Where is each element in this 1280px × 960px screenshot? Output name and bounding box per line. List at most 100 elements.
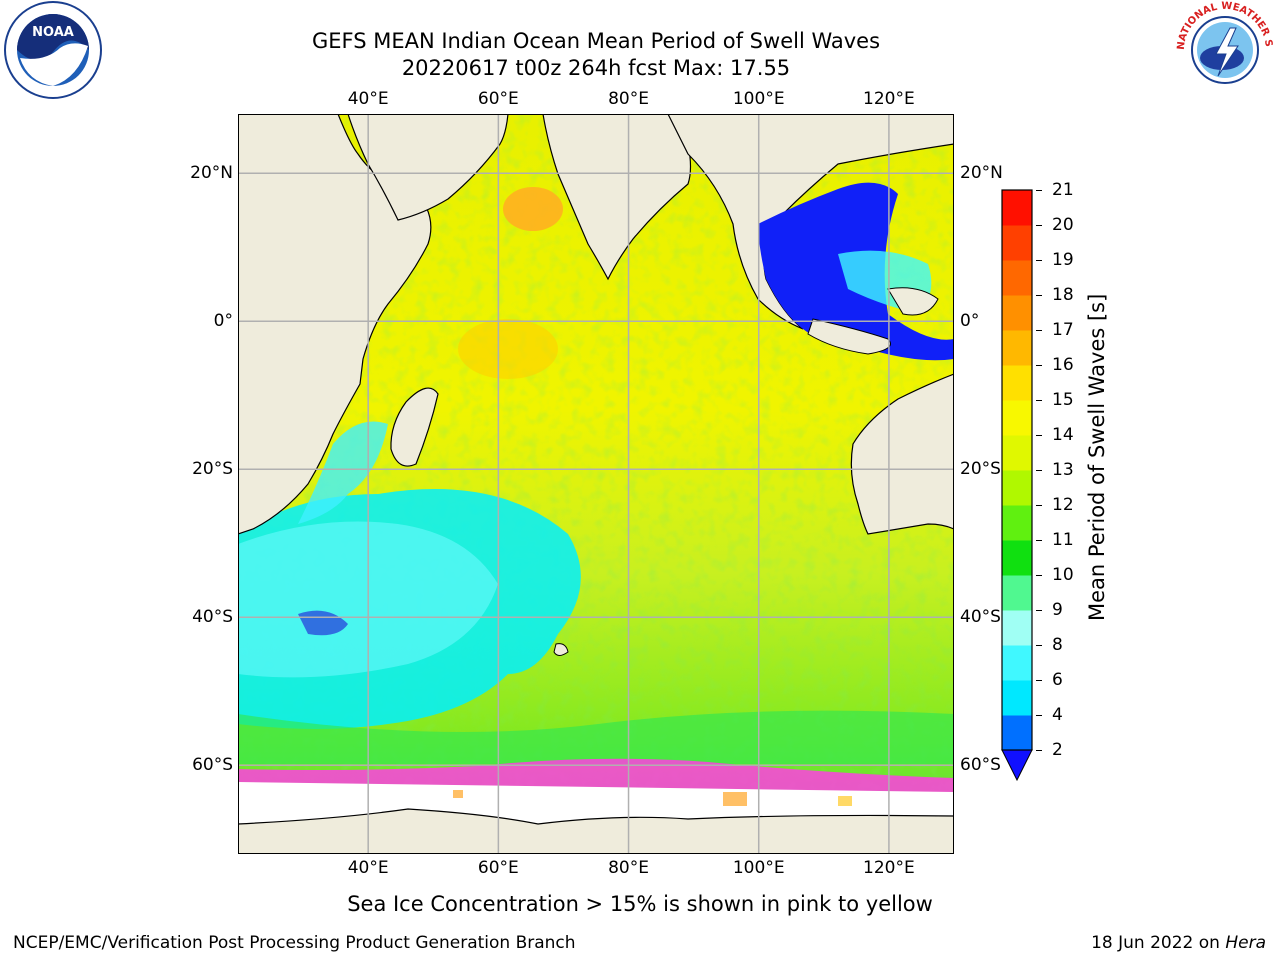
- colorbar-tick-label: 15: [1052, 390, 1074, 410]
- colorbar-tick-mark: [1036, 470, 1042, 471]
- arabian-sea-high: [503, 187, 563, 231]
- colorbar-tick-mark: [1036, 645, 1042, 646]
- colorbar-tick-label: 19: [1052, 250, 1074, 270]
- footer-host: Hera: [1225, 933, 1266, 953]
- colorbar-tick-mark: [1036, 610, 1042, 611]
- colorbar-tick-label: 20: [1052, 215, 1074, 235]
- colorbar-label: Mean Period of Swell Waves [s]: [1085, 293, 1109, 621]
- arabia-land: [347, 114, 509, 221]
- colorbar-segment: [1002, 225, 1032, 261]
- colorbar-tick-mark: [1036, 190, 1042, 191]
- colorbar: [1000, 188, 1036, 783]
- colorbar-tick-label: 10: [1052, 565, 1074, 585]
- colorbar-tick-label: 18: [1052, 285, 1074, 305]
- sea-ice-caption: Sea Ice Concentration > 15% is shown in …: [347, 892, 933, 916]
- borneo-land: [887, 287, 939, 316]
- lat-tick-label-left: 20°S: [192, 459, 233, 480]
- colorbar-segment: [1002, 400, 1032, 436]
- colorbar-segment: [1002, 645, 1032, 681]
- colorbar-segment: [1002, 610, 1032, 646]
- colorbar-tick-label: 14: [1052, 425, 1074, 445]
- colorbar-tick-label: 13: [1052, 460, 1074, 480]
- india-land: [542, 114, 692, 281]
- australia-land: [850, 373, 954, 535]
- colorbar-segment: [1002, 715, 1032, 751]
- colorbar-segment: [1002, 575, 1032, 611]
- colorbar-under-arrow: [1001, 749, 1033, 782]
- southern-band: [238, 710, 954, 764]
- colorbar-tick-label: 6: [1052, 670, 1063, 690]
- ice-patch: [723, 792, 747, 806]
- colorbar-tick-mark: [1036, 295, 1042, 296]
- colorbar-tick-mark: [1036, 540, 1042, 541]
- lat-tick-label-left: 20°N: [190, 163, 233, 184]
- colorbar-segment: [1002, 190, 1032, 226]
- lat-tick-label-left: 40°S: [192, 607, 233, 628]
- colorbar-segment: [1002, 365, 1032, 401]
- gridlines: [238, 114, 954, 854]
- lon-tick-label-bottom: 40°E: [347, 858, 389, 878]
- lat-tick-label-right: 0°: [960, 311, 980, 332]
- colorbar-tick-label: 4: [1052, 705, 1063, 725]
- footer-credit: NCEP/EMC/Verification Post Processing Pr…: [13, 933, 576, 953]
- noaa-logo-text: NOAA: [32, 25, 74, 40]
- colorbar-tick-label: 9: [1052, 600, 1063, 620]
- colorbar-segment: [1002, 260, 1032, 296]
- colorbar-tick-label: 16: [1052, 355, 1074, 375]
- lat-tick-label-right: 60°S: [960, 755, 1001, 776]
- colorbar-segment: [1002, 680, 1032, 716]
- lon-tick-label-bottom: 80°E: [608, 858, 649, 878]
- lat-tick-label-right: 20°S: [960, 459, 1001, 480]
- kerguelen-land: [553, 643, 569, 656]
- mozambique-channel-band: [298, 421, 388, 524]
- colorbar-svg: [1001, 189, 1033, 782]
- chart-title: GEFS MEAN Indian Ocean Mean Period of Sw…: [311, 29, 881, 53]
- nws-logo: NATIONAL WEATHER SERVICE: [1168, 0, 1278, 106]
- colorbar-segment: [1002, 435, 1032, 471]
- footer-date-text: 18 Jun 2022 on: [1091, 933, 1226, 953]
- colorbar-tick-mark: [1036, 260, 1042, 261]
- colorbar-tick-mark: [1036, 505, 1042, 506]
- antarctica-land: [238, 808, 954, 854]
- colorbar-frame: [1001, 189, 1033, 751]
- map-panel: [237, 113, 955, 855]
- lon-tick-label-top: 80°E: [608, 89, 649, 109]
- lon-tick-label-top: 120°E: [863, 89, 915, 109]
- equatorial-high: [458, 319, 558, 379]
- colorbar-segment: [1002, 470, 1032, 506]
- lat-tick-label-right: 20°N: [960, 163, 1003, 184]
- colorbar-tick-label: 11: [1052, 530, 1074, 550]
- noaa-logo: NOAA: [0, 0, 106, 106]
- ice-patch: [838, 796, 852, 806]
- lon-tick-label-top: 60°E: [477, 89, 519, 109]
- colorbar-tick-label: 8: [1052, 635, 1063, 655]
- colorbar-tick-mark: [1036, 435, 1042, 436]
- map-svg: [237, 113, 955, 855]
- lat-tick-label-right: 40°S: [960, 607, 1001, 628]
- colorbar-tick-mark: [1036, 715, 1042, 716]
- lon-tick-label-bottom: 120°E: [863, 858, 915, 878]
- colorbar-segment: [1002, 540, 1032, 576]
- madagascar-land: [390, 387, 439, 467]
- colorbar-tick-mark: [1036, 225, 1042, 226]
- colorbar-segment: [1002, 505, 1032, 541]
- lon-tick-label-bottom: 60°E: [477, 858, 519, 878]
- colorbar-tick-mark: [1036, 750, 1042, 751]
- lon-tick-label-top: 40°E: [347, 89, 389, 109]
- ice-patch: [453, 790, 463, 798]
- lon-tick-label-top: 100°E: [732, 89, 785, 109]
- colorbar-segment: [1002, 330, 1032, 366]
- colorbar-tick-mark: [1036, 365, 1042, 366]
- colorbar-tick-label: 21: [1052, 180, 1074, 200]
- colorbar-tick-mark: [1036, 400, 1042, 401]
- colorbar-tick-mark: [1036, 575, 1042, 576]
- footer-date: 18 Jun 2022 on Hera: [1091, 933, 1266, 953]
- colorbar-tick-mark: [1036, 680, 1042, 681]
- chart-subtitle: 20220617 t00z 264h fcst Max: 17.55: [401, 56, 791, 80]
- colorbar-tick-mark: [1036, 330, 1042, 331]
- colorbar-tick-label: 17: [1052, 320, 1074, 340]
- colorbar-tick-label: 12: [1052, 495, 1074, 515]
- lat-tick-label-left: 0°: [213, 311, 233, 332]
- colorbar-tick-label: 2: [1052, 740, 1063, 760]
- colorbar-segment: [1002, 295, 1032, 331]
